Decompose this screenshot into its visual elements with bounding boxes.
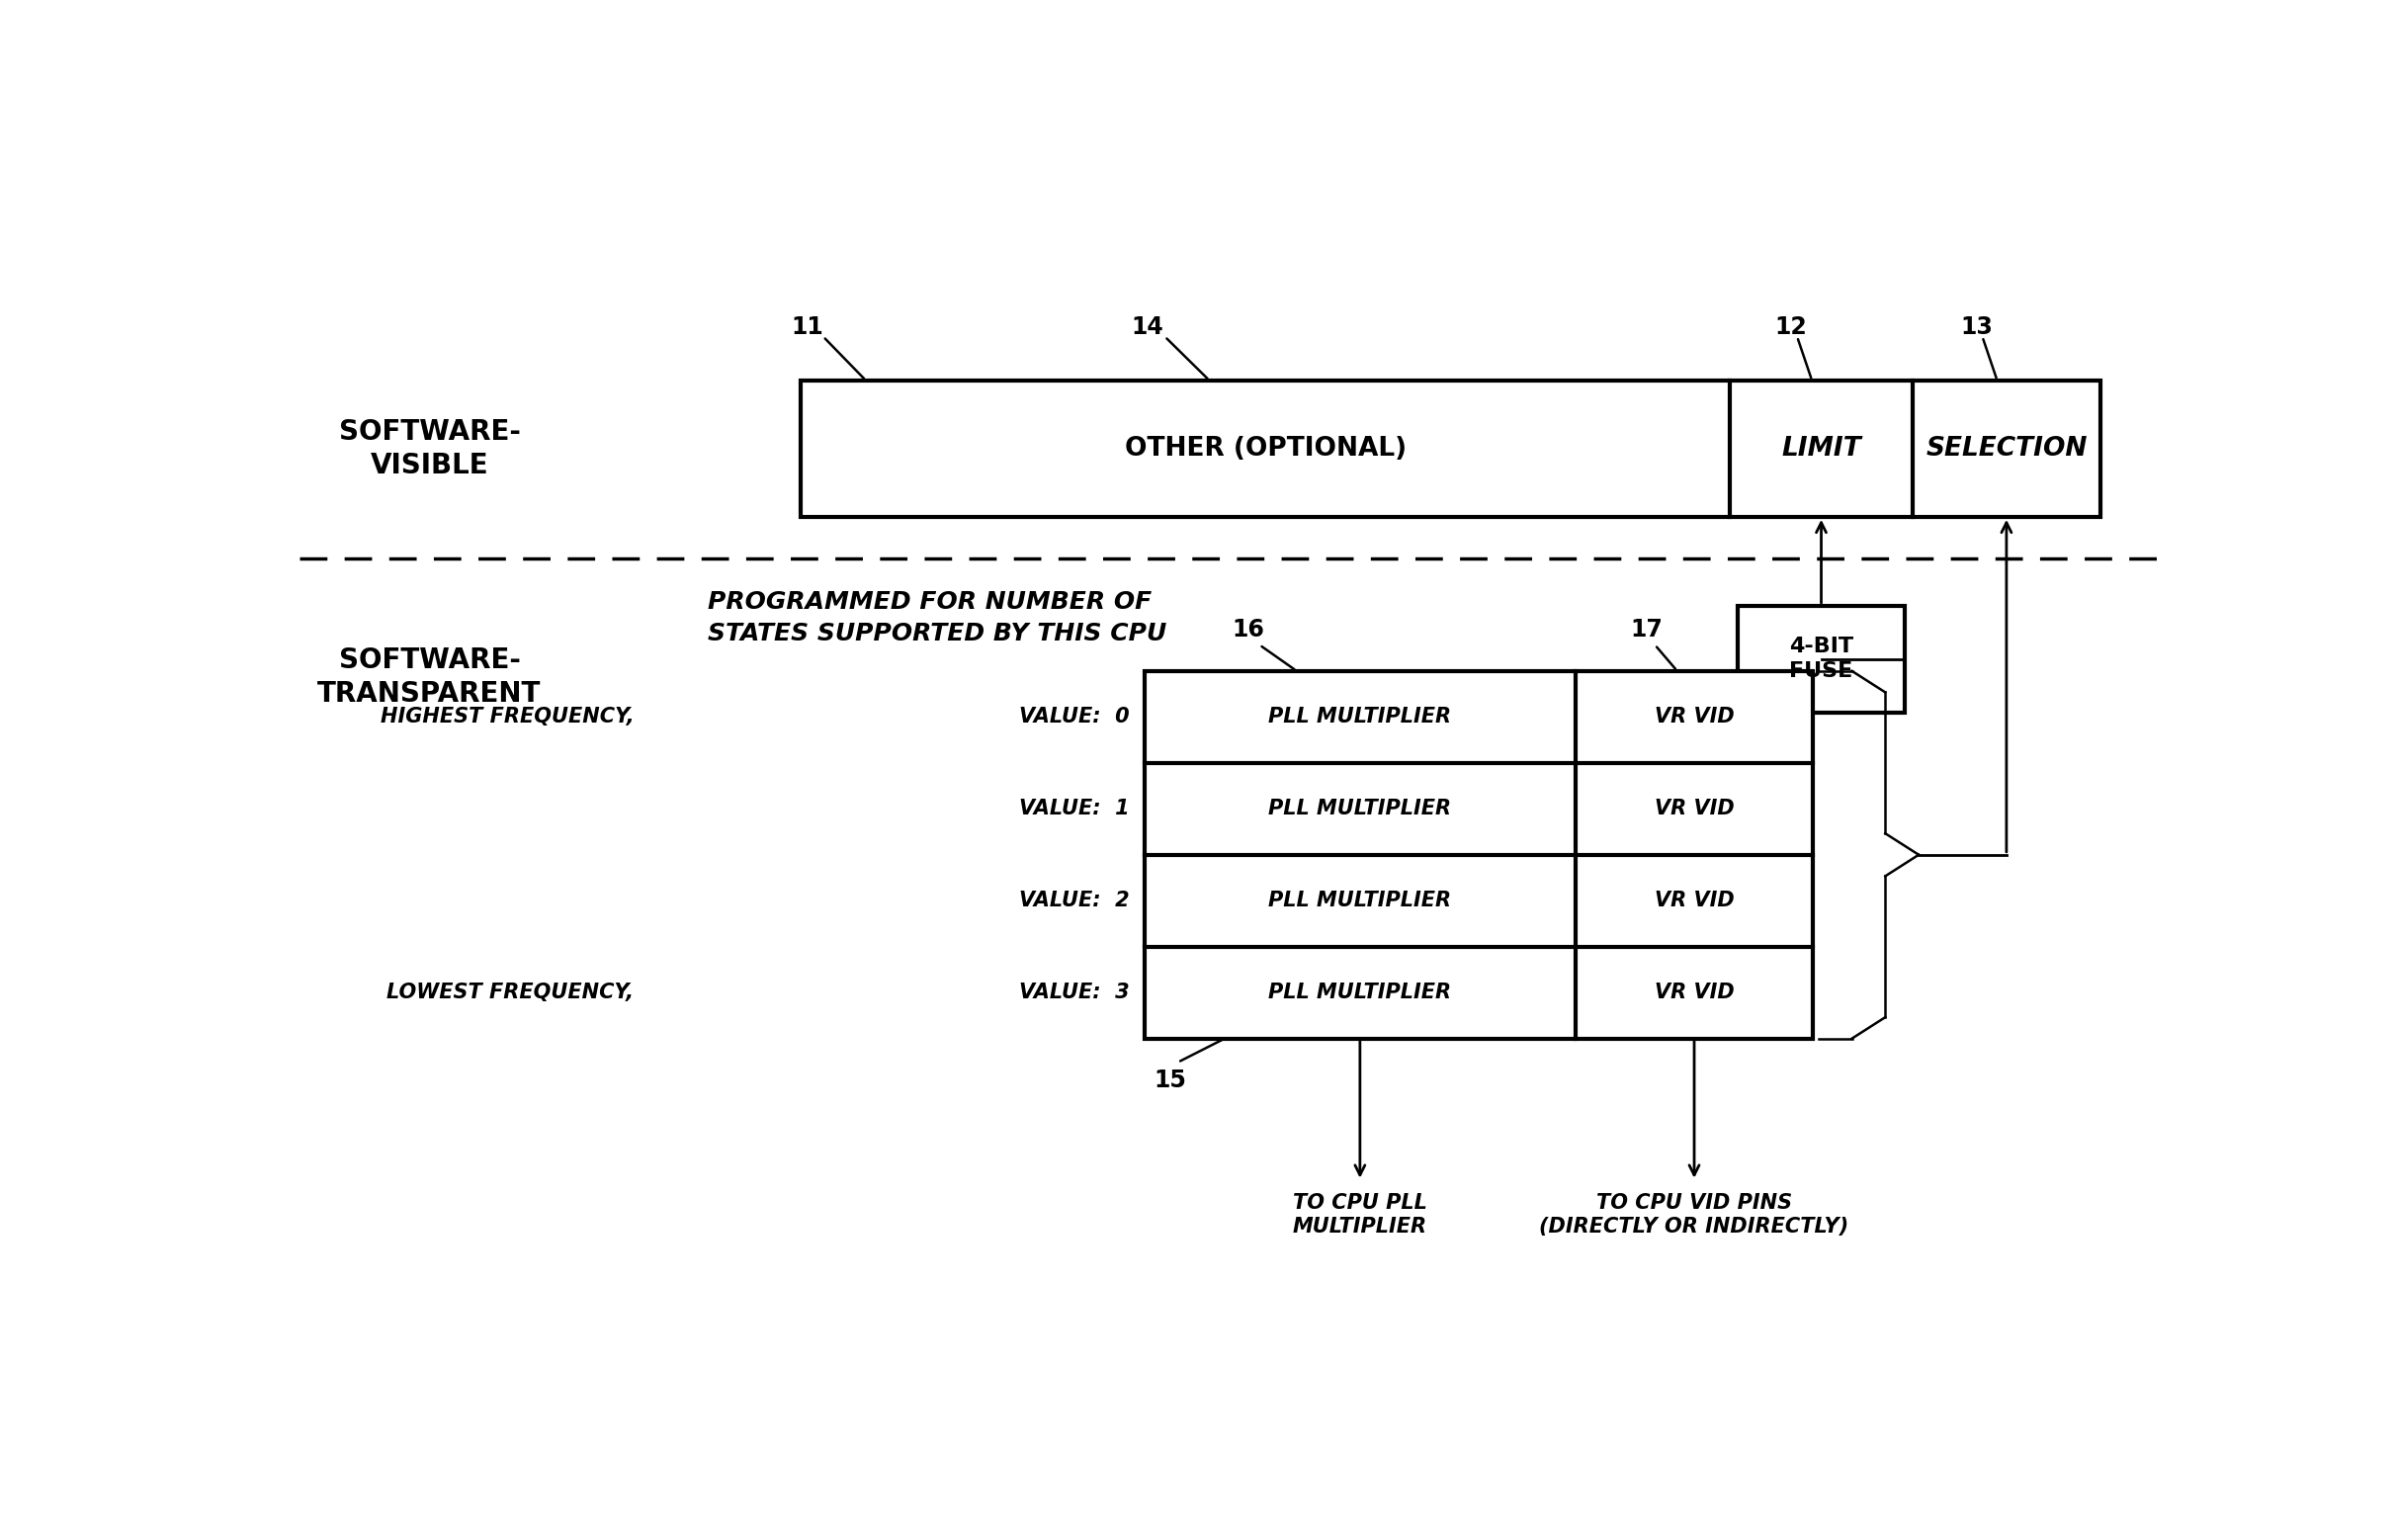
Text: 15: 15	[1155, 1069, 1186, 1092]
Text: SELECTION: SELECTION	[1926, 436, 2087, 462]
Text: 17: 17	[1632, 618, 1663, 641]
Text: VR VID: VR VID	[1653, 799, 1735, 819]
Text: PLL MULTIPLIER: PLL MULTIPLIER	[1267, 890, 1452, 910]
Text: VR VID: VR VID	[1653, 983, 1735, 1003]
Text: VALUE:  3: VALUE: 3	[1018, 983, 1129, 1003]
Text: TO CPU PLL
MULTIPLIER: TO CPU PLL MULTIPLIER	[1294, 1194, 1428, 1237]
Text: 16: 16	[1232, 618, 1265, 641]
Text: VALUE:  0: VALUE: 0	[1018, 707, 1129, 727]
Text: SOFTWARE-
TRANSPARENT: SOFTWARE- TRANSPARENT	[319, 645, 541, 708]
Text: PLL MULTIPLIER: PLL MULTIPLIER	[1267, 707, 1452, 727]
Text: 4-BIT
FUSE: 4-BIT FUSE	[1790, 638, 1855, 681]
Text: PLL MULTIPLIER: PLL MULTIPLIER	[1267, 983, 1452, 1003]
Text: 12: 12	[1775, 316, 1807, 339]
Text: VR VID: VR VID	[1653, 707, 1735, 727]
Text: VR VID: VR VID	[1653, 890, 1735, 910]
Text: HIGHEST FREQUENCY,: HIGHEST FREQUENCY,	[381, 707, 633, 727]
Text: TO CPU VID PINS
(DIRECTLY OR INDIRECTLY): TO CPU VID PINS (DIRECTLY OR INDIRECTLY)	[1541, 1194, 1850, 1237]
Text: SOFTWARE-
VISIBLE: SOFTWARE- VISIBLE	[338, 417, 520, 479]
Text: VALUE:  2: VALUE: 2	[1018, 890, 1129, 910]
Text: PROGRAMMED FOR NUMBER OF
STATES SUPPORTED BY THIS CPU: PROGRAMMED FOR NUMBER OF STATES SUPPORTE…	[709, 590, 1167, 645]
Text: LIMIT: LIMIT	[1780, 436, 1862, 462]
Bar	[800, 380, 2101, 517]
Text: 14: 14	[1131, 316, 1164, 339]
Bar	[1737, 605, 1905, 713]
Bar	[1145, 671, 1814, 1038]
Text: 11: 11	[791, 316, 824, 339]
Text: PLL MULTIPLIER: PLL MULTIPLIER	[1267, 799, 1452, 819]
Text: VALUE:  1: VALUE: 1	[1018, 799, 1129, 819]
Text: OTHER (OPTIONAL): OTHER (OPTIONAL)	[1124, 436, 1406, 462]
Text: 13: 13	[1960, 316, 1993, 339]
Text: LOWEST FREQUENCY,: LOWEST FREQUENCY,	[386, 983, 633, 1003]
